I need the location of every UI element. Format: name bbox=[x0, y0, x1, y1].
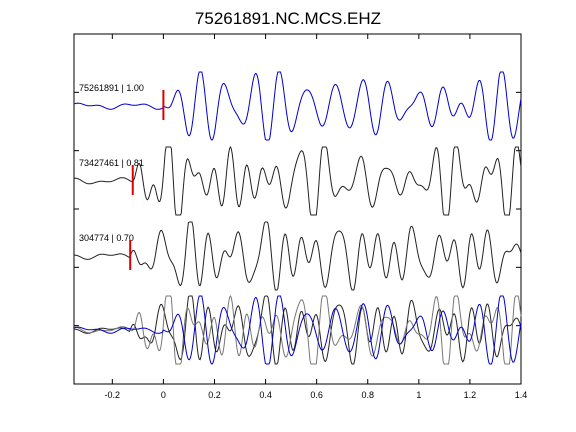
trace-label: 75261891 | 1.00 bbox=[79, 83, 144, 93]
x-tick-label: 1.2 bbox=[464, 390, 477, 400]
x-ticks: -0.2 0 0.2 0.4 0.6 0.8 1 1.2 1.4 bbox=[105, 34, 528, 400]
x-tick-label: 0.4 bbox=[259, 390, 272, 400]
x-tick-label: 0.2 bbox=[208, 390, 221, 400]
stack-trace bbox=[73, 295, 522, 365]
x-tick-label: -0.2 bbox=[105, 390, 121, 400]
x-tick-label: 0.6 bbox=[310, 390, 323, 400]
x-tick-label: 0.8 bbox=[361, 390, 374, 400]
trace-label: 73427461 | 0.81 bbox=[79, 158, 144, 168]
pick-markers bbox=[129, 90, 165, 270]
stacked-traces bbox=[73, 294, 522, 365]
x-tick-label: 1.4 bbox=[515, 390, 528, 400]
stack-trace bbox=[73, 295, 522, 365]
trace-304774 bbox=[73, 221, 522, 291]
trace-73427461 bbox=[73, 145, 522, 216]
trace-labels: 75261891 | 1.00 73427461 | 0.81 304774 | 0… bbox=[79, 83, 144, 243]
x-tick-label: 1 bbox=[416, 390, 421, 400]
trace-75261891 bbox=[73, 71, 522, 141]
chart-title: 75261891.NC.MCS.EHZ bbox=[194, 9, 382, 28]
x-tick-label: 0 bbox=[161, 390, 166, 400]
y-ticks bbox=[74, 91, 521, 327]
trace-label: 304774 | 0.70 bbox=[79, 233, 134, 243]
stack-trace bbox=[73, 294, 522, 365]
traces bbox=[73, 71, 522, 291]
